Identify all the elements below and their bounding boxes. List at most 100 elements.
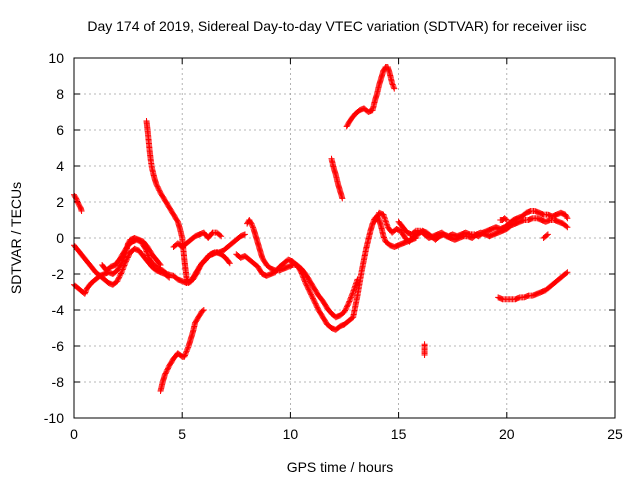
data-point: [73, 196, 80, 203]
data-point: [141, 244, 148, 251]
data-point: [225, 259, 232, 266]
data-point: [564, 269, 571, 276]
data-point: [248, 221, 255, 228]
data-point: [250, 224, 257, 231]
data-point: [302, 280, 309, 286]
data-point: [307, 290, 314, 297]
y-axis-label: SDTVAR / TECUs: [8, 182, 24, 294]
chart-title: Day 174 of 2019, Sidereal Day-to-day VTE…: [87, 18, 586, 34]
y-tick-label: -4: [52, 302, 65, 318]
data-point: [74, 198, 81, 205]
data-point: [371, 218, 378, 225]
data-point: [308, 291, 315, 298]
data-point: [161, 371, 168, 378]
data-point: [298, 269, 305, 276]
data-point: [195, 266, 202, 273]
data-point: [241, 231, 248, 238]
y-tick-label: -8: [52, 374, 65, 390]
series-arc6: [157, 307, 207, 394]
series-arc1: [71, 191, 85, 214]
data-point: [117, 270, 124, 277]
y-tick-label: -6: [52, 338, 65, 354]
series-arc8: [244, 217, 361, 321]
data-point: [196, 264, 203, 271]
series-arc11: [343, 64, 398, 130]
data-point: [347, 294, 354, 301]
data-point: [372, 217, 379, 224]
data-point: [301, 277, 308, 284]
data-point: [389, 81, 396, 88]
data-point: [117, 271, 124, 278]
data-point: [308, 292, 315, 299]
data-point: [115, 275, 122, 282]
data-point: [249, 223, 256, 230]
data-point: [302, 278, 309, 285]
data-point: [182, 349, 189, 356]
data-point: [226, 260, 233, 267]
data-point: [74, 199, 81, 206]
data-point: [162, 370, 169, 377]
x-tick-label: 0: [70, 426, 78, 442]
data-point: [503, 217, 510, 223]
y-tick-label: 8: [56, 86, 64, 102]
data-point: [345, 299, 352, 306]
series-arc7: [170, 229, 225, 250]
data-point: [153, 181, 160, 187]
data-point: [163, 367, 170, 374]
data-point: [389, 80, 396, 87]
data-point: [142, 245, 149, 252]
data-point: [184, 275, 191, 282]
data-point: [155, 186, 162, 193]
data-point: [348, 293, 355, 300]
data-point: [116, 274, 123, 281]
data-point: [347, 295, 354, 302]
data-point: [248, 220, 255, 227]
data-point: [342, 307, 349, 314]
y-tick-label: -2: [52, 266, 65, 282]
data-point: [164, 366, 171, 373]
data-point: [380, 234, 387, 241]
data-point: [78, 208, 85, 214]
data-point: [564, 224, 571, 231]
data-point: [374, 213, 381, 220]
data-point: [197, 262, 204, 269]
data-point: [344, 302, 351, 309]
series-arc17: [495, 269, 571, 303]
data-point: [217, 232, 224, 239]
data-point: [381, 235, 388, 242]
data-point: [311, 298, 318, 304]
data-point: [390, 82, 397, 89]
data-point: [164, 365, 171, 372]
x-tick-label: 25: [607, 426, 623, 442]
data-point: [114, 276, 121, 283]
data-point: [82, 288, 89, 295]
data-point: [72, 194, 79, 201]
y-tick-label: 10: [48, 50, 64, 66]
data-point: [564, 215, 571, 222]
data-points: [71, 64, 571, 394]
data-point: [305, 285, 312, 292]
y-tick-label: 0: [56, 230, 64, 246]
data-point: [563, 214, 570, 220]
y-tick-label: 6: [56, 122, 64, 138]
data-point: [341, 308, 348, 315]
data-point: [181, 353, 188, 360]
data-point: [118, 269, 125, 276]
data-point: [421, 352, 428, 358]
data-point: [163, 369, 170, 376]
data-point: [306, 289, 313, 295]
data-point: [156, 187, 163, 194]
data-point: [346, 298, 353, 305]
data-point: [305, 286, 312, 293]
data-point: [156, 260, 163, 267]
data-point: [200, 307, 207, 313]
y-tick-label: 4: [56, 158, 64, 174]
data-point: [114, 278, 121, 285]
data-point: [184, 347, 191, 354]
data-point: [194, 269, 201, 276]
series-arc3: [71, 235, 164, 297]
data-point: [142, 247, 149, 254]
data-point: [311, 299, 318, 306]
data-point: [81, 290, 88, 297]
